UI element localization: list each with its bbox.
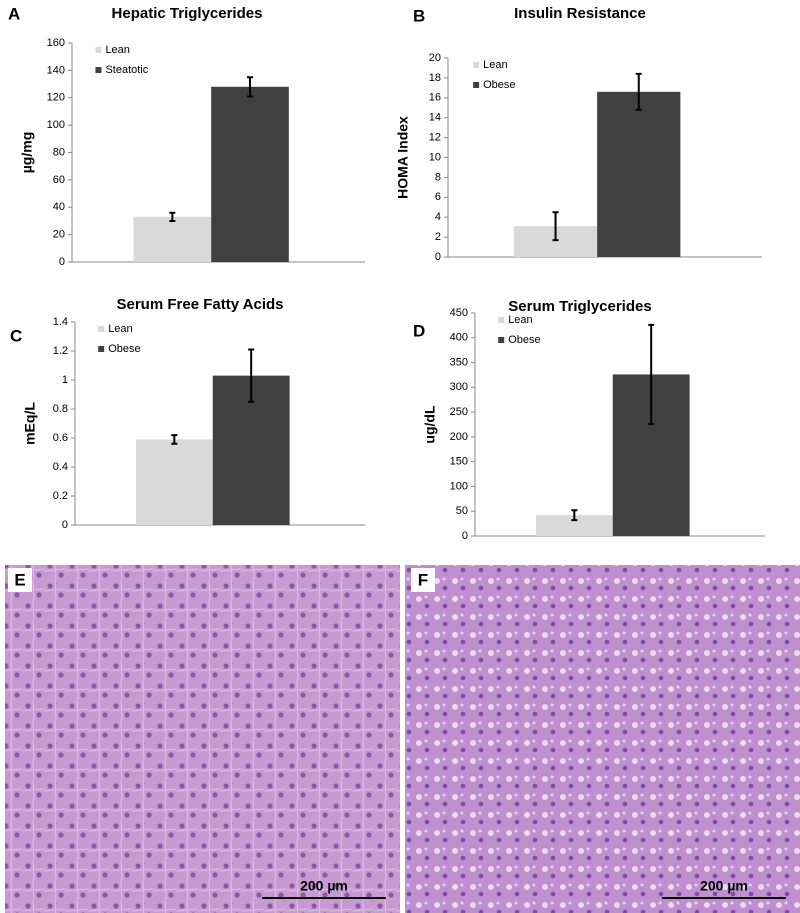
label-box	[8, 568, 32, 592]
y-tick-label: 80	[53, 146, 65, 158]
legend-label: Obese	[108, 343, 140, 355]
legend-swatch	[473, 82, 480, 88]
legend-label: Lean	[105, 44, 129, 56]
y-tick-label: 0.6	[53, 432, 68, 444]
y-tick-label: 60	[53, 174, 65, 186]
scale-bar-label: 200 µm	[700, 878, 748, 894]
legend-label: Obese	[508, 334, 540, 346]
panel-label: D	[413, 321, 425, 340]
panel-label: B	[413, 6, 425, 25]
error-bar	[169, 211, 176, 222]
panel-label: C	[10, 326, 22, 345]
y-tick-label: 20	[429, 52, 441, 64]
y-axis-label: HOMA Index	[395, 116, 411, 199]
bar	[211, 86, 289, 262]
scale-bar-label: 200 µm	[300, 878, 348, 894]
y-tick-label: 100	[47, 119, 65, 131]
y-tick-label: 200	[450, 431, 468, 443]
histology-panel-f: F 200 µm	[405, 565, 800, 913]
legend-swatch	[473, 62, 480, 68]
y-tick-label: 0	[435, 251, 441, 263]
y-tick-label: 1.4	[53, 316, 68, 328]
chart-title: Insulin Resistance	[514, 5, 646, 22]
y-tick-label: 1.2	[53, 345, 68, 357]
panel-label: F	[418, 570, 428, 589]
y-tick-label: 8	[435, 171, 441, 183]
y-tick-label: 40	[53, 201, 65, 213]
panel-label: A	[8, 4, 20, 23]
legend-label: Lean	[108, 323, 132, 335]
y-tick-label: 50	[456, 505, 468, 517]
legend-swatch	[95, 67, 102, 73]
y-axis-label: ug/dL	[422, 405, 438, 444]
y-tick-label: 10	[429, 151, 441, 163]
y-tick-label: 140	[47, 64, 65, 76]
y-tick-label: 4	[435, 211, 441, 223]
y-tick-label: 16	[429, 92, 441, 104]
bar	[135, 439, 213, 525]
error-bar	[171, 434, 178, 445]
legend-label: Obese	[483, 79, 515, 91]
error-bar	[246, 76, 253, 98]
y-tick-label: 150	[450, 456, 468, 468]
y-tick-label: 1	[62, 374, 68, 386]
histology-panel-e: E 200 µm	[5, 565, 400, 913]
chart-title: Serum Triglycerides	[508, 298, 651, 315]
y-tick-label: 0	[62, 519, 68, 531]
legend-label: Lean	[508, 314, 532, 326]
y-tick-label: 120	[47, 92, 65, 104]
bar	[597, 91, 681, 257]
y-tick-label: 0	[59, 256, 65, 268]
y-tick-label: 0.2	[53, 490, 68, 502]
y-tick-label: 14	[429, 112, 441, 124]
legend-label: Steatotic	[105, 64, 148, 76]
panel-label: E	[14, 570, 25, 589]
y-tick-label: 18	[429, 72, 441, 84]
y-tick-label: 100	[450, 480, 468, 492]
y-tick-label: 450	[450, 307, 468, 319]
error-bar	[648, 323, 655, 426]
legend-swatch	[98, 326, 105, 332]
histology-image	[405, 565, 800, 913]
y-tick-label: 250	[450, 406, 468, 418]
error-bar	[571, 509, 578, 522]
y-tick-label: 300	[450, 381, 468, 393]
y-tick-label: 12	[429, 132, 441, 144]
label-box	[411, 568, 435, 592]
legend-swatch	[498, 337, 505, 343]
y-tick-label: 0	[462, 530, 468, 542]
error-bar	[635, 72, 642, 111]
y-axis-label: µg/mg	[19, 132, 35, 174]
y-axis-label: mEq/L	[22, 402, 38, 445]
y-tick-label: 2	[435, 231, 441, 243]
bar	[133, 216, 212, 262]
y-tick-label: 0.4	[53, 461, 68, 473]
chart-title: Hepatic Triglycerides	[112, 5, 263, 22]
y-tick-label: 160	[47, 37, 65, 49]
legend-swatch	[498, 317, 505, 323]
y-tick-label: 0.8	[53, 403, 68, 415]
y-tick-label: 350	[450, 356, 468, 368]
y-tick-label: 6	[435, 191, 441, 203]
y-tick-label: 20	[53, 229, 65, 241]
bar	[535, 515, 613, 536]
error-bar	[552, 211, 559, 242]
error-bar	[248, 348, 255, 403]
legend-label: Lean	[483, 59, 507, 71]
legend-swatch	[95, 47, 102, 53]
y-tick-label: 400	[450, 332, 468, 344]
chart-title: Serum Free Fatty Acids	[117, 296, 284, 313]
legend-swatch	[98, 346, 105, 352]
histology-image	[5, 565, 400, 913]
